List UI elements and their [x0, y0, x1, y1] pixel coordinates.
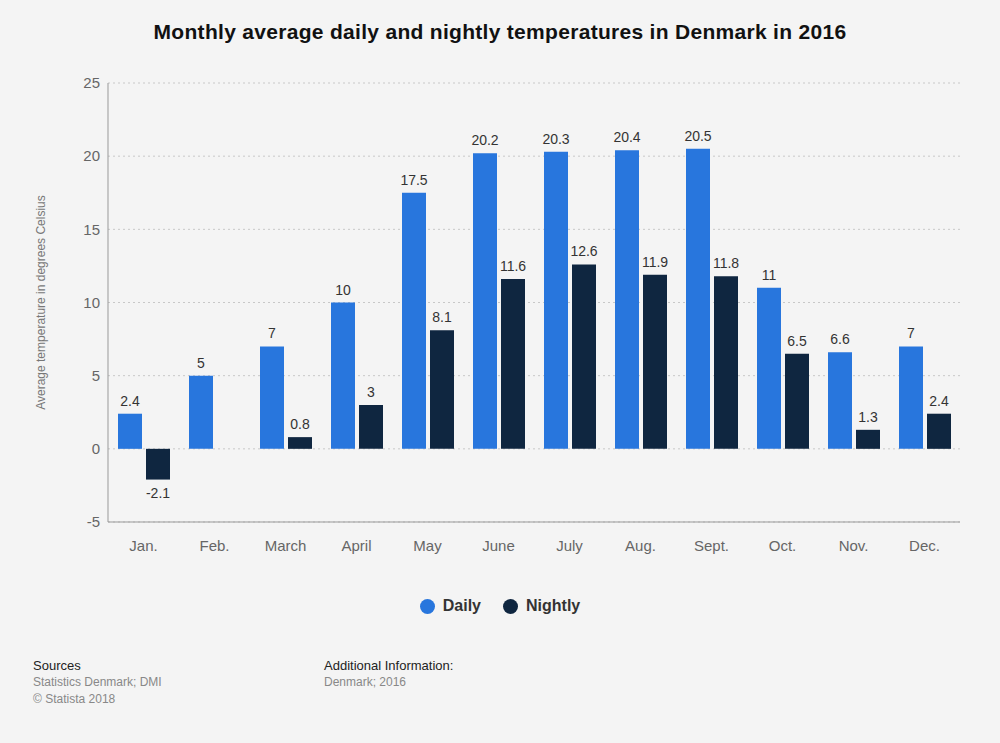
svg-text:10: 10 [83, 294, 100, 311]
svg-text:0.8: 0.8 [290, 416, 310, 432]
svg-text:15: 15 [83, 221, 100, 238]
html-text:Sources: Sources [33, 658, 81, 673]
svg-text:Average temperature in degrees: Average temperature in degrees Celsius [34, 195, 48, 410]
svg-text:20.2: 20.2 [471, 132, 498, 148]
svg-text:Feb.: Feb. [199, 537, 229, 554]
svg-text:12.6: 12.6 [570, 243, 597, 259]
svg-text:2.4: 2.4 [120, 393, 140, 409]
svg-text:-5: -5 [87, 513, 100, 530]
svg-text:11.9: 11.9 [642, 254, 668, 270]
svg-text:-2.1: -2.1 [146, 485, 170, 501]
html-text:Nightly: Nightly [526, 597, 581, 614]
svg-text:7: 7 [907, 325, 915, 341]
svg-text:8.1: 8.1 [432, 309, 452, 325]
svg-text:May: May [413, 537, 442, 554]
svg-text:20.3: 20.3 [542, 131, 569, 147]
svg-text:11: 11 [762, 267, 777, 283]
svg-text:0: 0 [92, 440, 100, 457]
svg-text:25: 25 [83, 74, 100, 91]
html-text:© Statista 2018: © Statista 2018 [33, 692, 116, 706]
svg-text:7: 7 [268, 325, 276, 341]
svg-text:Oct.: Oct. [769, 537, 797, 554]
svg-text:6.6: 6.6 [830, 331, 850, 347]
svg-text:11.8: 11.8 [713, 255, 739, 271]
svg-text:March: March [265, 537, 307, 554]
svg-text:6.5: 6.5 [787, 333, 807, 349]
svg-text:Nov.: Nov. [839, 537, 869, 554]
svg-text:20.4: 20.4 [613, 129, 640, 145]
svg-text:3: 3 [367, 384, 375, 400]
svg-text:Sept.: Sept. [694, 537, 729, 554]
svg-text:20.5: 20.5 [684, 128, 711, 144]
svg-text:July: July [556, 537, 583, 554]
html-text:Additional Information:: Additional Information: [324, 658, 454, 673]
html-text:Monthly average daily and nigh: Monthly average daily and nightly temper… [153, 20, 847, 43]
svg-text:Dec.: Dec. [909, 537, 940, 554]
svg-text:11.6: 11.6 [500, 258, 526, 274]
svg-text:April: April [341, 537, 371, 554]
svg-text:5: 5 [197, 355, 205, 371]
html-text:Statistics Denmark; DMI: Statistics Denmark; DMI [33, 675, 162, 689]
svg-text:June: June [482, 537, 515, 554]
svg-text:Aug.: Aug. [625, 537, 656, 554]
svg-text:10: 10 [335, 282, 351, 298]
html-text:Daily: Daily [442, 597, 481, 614]
svg-text:1.3: 1.3 [858, 409, 878, 425]
svg-text:20: 20 [83, 147, 100, 164]
svg-text:17.5: 17.5 [400, 172, 427, 188]
svg-text:2.4: 2.4 [929, 393, 949, 409]
svg-text:5: 5 [92, 367, 100, 384]
svg-text:Jan.: Jan. [129, 537, 157, 554]
html-text:Denmark; 2016: Denmark; 2016 [324, 675, 406, 689]
